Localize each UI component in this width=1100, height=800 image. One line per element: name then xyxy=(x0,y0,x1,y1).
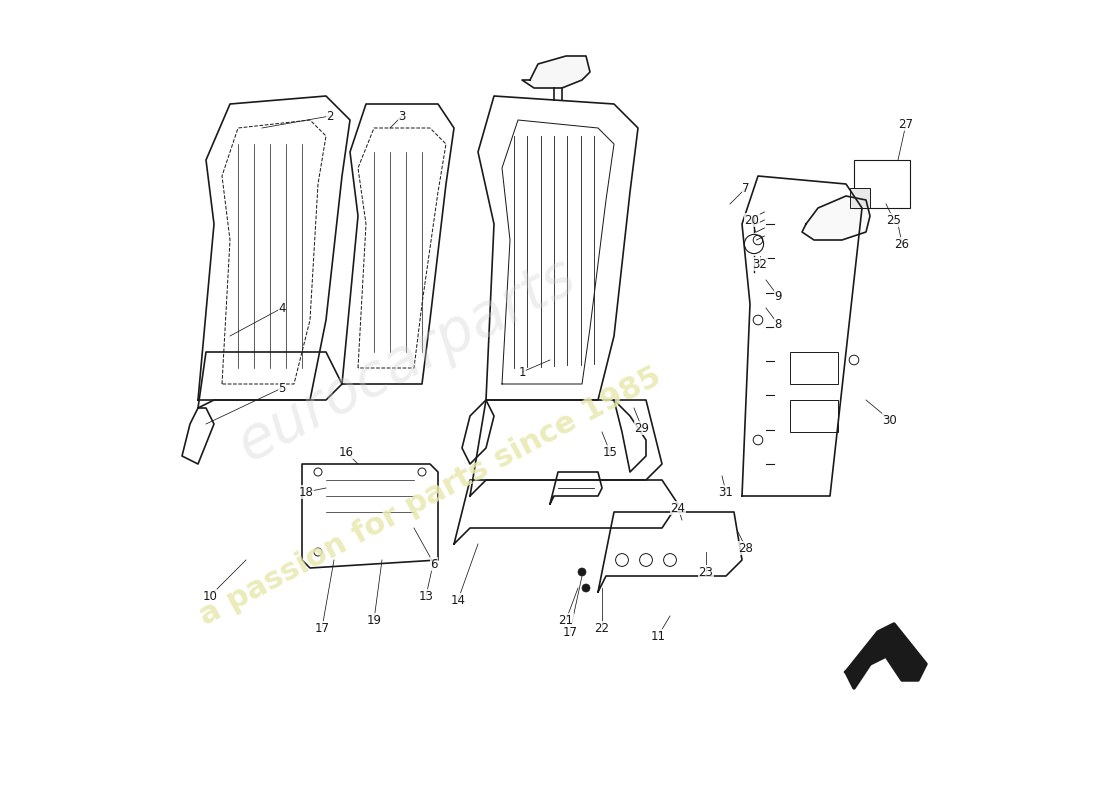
Text: 17: 17 xyxy=(315,622,330,634)
Text: 1: 1 xyxy=(518,366,526,378)
Text: 23: 23 xyxy=(698,566,714,578)
Text: eurocarparts: eurocarparts xyxy=(228,247,585,473)
Text: 5: 5 xyxy=(278,382,286,394)
Text: 29: 29 xyxy=(635,422,649,434)
Text: 4: 4 xyxy=(278,302,286,314)
Text: 10: 10 xyxy=(202,590,218,602)
Text: 15: 15 xyxy=(603,446,617,458)
Text: 17: 17 xyxy=(562,626,578,638)
Text: 9: 9 xyxy=(774,290,782,302)
Polygon shape xyxy=(846,624,926,688)
Text: 14: 14 xyxy=(451,594,465,606)
Polygon shape xyxy=(522,56,590,88)
Text: 30: 30 xyxy=(882,414,898,426)
Text: 18: 18 xyxy=(298,486,314,498)
FancyBboxPatch shape xyxy=(850,188,870,208)
Text: 16: 16 xyxy=(339,446,353,458)
Polygon shape xyxy=(802,196,870,240)
Text: 7: 7 xyxy=(742,182,750,194)
Text: 2: 2 xyxy=(327,110,333,122)
Circle shape xyxy=(582,584,590,592)
Text: 24: 24 xyxy=(671,502,685,514)
Text: 21: 21 xyxy=(559,614,573,626)
Text: 28: 28 xyxy=(738,542,754,554)
Text: 26: 26 xyxy=(894,238,910,250)
Text: 32: 32 xyxy=(752,258,767,270)
Text: 19: 19 xyxy=(366,614,382,626)
Text: 20: 20 xyxy=(745,214,759,226)
Text: 6: 6 xyxy=(430,558,438,570)
Text: a passion for parts since 1985: a passion for parts since 1985 xyxy=(195,362,666,630)
Text: 8: 8 xyxy=(774,318,782,330)
Text: 22: 22 xyxy=(594,622,609,634)
Text: 25: 25 xyxy=(887,214,901,226)
Text: 3: 3 xyxy=(398,110,406,122)
Text: 31: 31 xyxy=(718,486,734,498)
Text: 11: 11 xyxy=(650,630,666,642)
Text: 27: 27 xyxy=(899,118,913,130)
Text: 13: 13 xyxy=(419,590,433,602)
Circle shape xyxy=(578,568,586,576)
